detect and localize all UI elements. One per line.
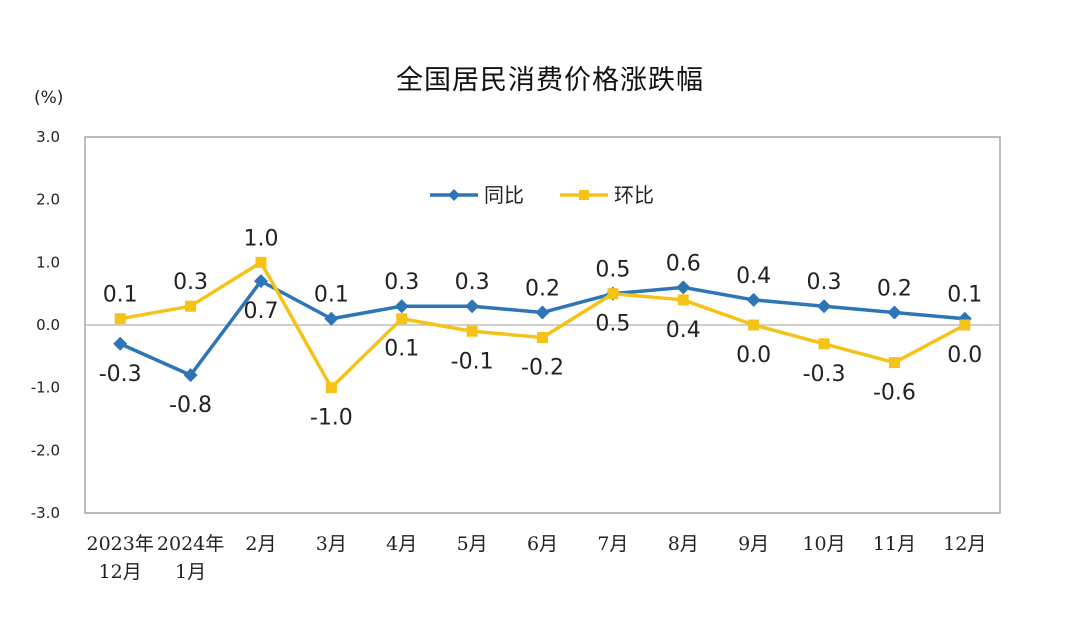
data-label: -0.2 [521, 356, 564, 381]
data-point-marker [888, 357, 900, 369]
data-label: 0.2 [877, 276, 912, 301]
data-label: 0.5 [595, 312, 630, 337]
data-label: 0.3 [455, 270, 490, 295]
data-point-marker [183, 368, 198, 383]
x-tick-label: 2024年 [157, 533, 224, 555]
series-layer [113, 256, 972, 394]
x-tick-label: 2月 [245, 533, 276, 555]
data-point-marker [818, 338, 830, 350]
y-tick-label: 3.0 [36, 128, 60, 146]
data-point-marker [114, 313, 126, 325]
data-point-marker [255, 256, 267, 268]
legend: 同比 环比 [430, 183, 654, 207]
y-tick-label: -3.0 [31, 504, 60, 522]
legend-label: 同比 [484, 183, 524, 207]
y-axis-unit: (%) [34, 88, 64, 108]
data-point-marker [887, 305, 902, 320]
data-label: -0.3 [99, 362, 142, 387]
data-label: -0.8 [169, 393, 212, 418]
data-label: 0.5 [595, 258, 630, 283]
x-tick-label: 5月 [457, 533, 488, 555]
x-tick-label: 2023年 [87, 533, 154, 555]
data-point-marker [537, 332, 548, 344]
data-label: 0.6 [666, 251, 701, 276]
data-point-marker [817, 299, 832, 314]
data-label: 0.1 [947, 283, 982, 308]
data-point-marker [535, 305, 550, 320]
x-tick-label: 7月 [597, 533, 628, 555]
data-label: 0.0 [736, 343, 771, 368]
data-point-marker [185, 300, 197, 312]
data-label: 0.3 [807, 270, 842, 295]
data-point-marker [959, 319, 971, 331]
x-tick-label: 10月 [802, 533, 845, 555]
x-tick-label: 8月 [668, 533, 699, 555]
data-label: 0.3 [173, 270, 208, 295]
data-point-marker [677, 294, 689, 306]
legend-marker-square [579, 190, 589, 200]
data-label: 0.1 [314, 283, 349, 308]
x-tick-label: 4月 [386, 533, 417, 555]
y-tick-label: -1.0 [31, 379, 60, 397]
x-tick-label: 12月 [943, 533, 986, 555]
data-point-marker [113, 336, 128, 351]
y-axis: 3.0 2.0 1.0 0.0 -1.0 -2.0 -3.0 [31, 128, 60, 522]
data-label: 1.0 [243, 226, 278, 251]
data-point-marker [324, 311, 339, 326]
x-tick-label: 3月 [316, 533, 347, 555]
data-point-marker [746, 292, 761, 307]
data-point-marker [325, 382, 337, 394]
x-tick-label: 12月 [99, 561, 142, 583]
data-label: 0.4 [736, 264, 771, 289]
data-point-marker [607, 288, 619, 300]
data-point-marker [394, 299, 409, 314]
x-tick-label: 11月 [873, 533, 916, 555]
data-label: -0.3 [803, 362, 846, 387]
data-labels: -0.3 0.1 -0.8 0.3 0.7 1.0 0.1 -1.0 0.3 0.1 0.3 -0.1… [99, 226, 983, 430]
data-point-marker [253, 274, 268, 289]
data-label: -1.0 [310, 406, 353, 431]
data-label: 0.1 [384, 337, 419, 362]
legend-marker-diamond [448, 189, 460, 201]
data-label: 0.7 [243, 299, 278, 324]
y-tick-label: -2.0 [31, 441, 60, 459]
data-point-marker [748, 319, 760, 331]
data-label: 0.2 [525, 276, 560, 301]
legend-label: 环比 [614, 183, 654, 207]
y-tick-label: 2.0 [36, 191, 60, 209]
x-tick-label: 1月 [175, 561, 206, 583]
data-label: -0.6 [873, 381, 916, 406]
data-point-marker [676, 280, 691, 295]
data-label: 0.1 [103, 283, 138, 308]
data-label: -0.1 [451, 349, 494, 374]
data-point-marker [396, 313, 408, 325]
data-label: 0.3 [384, 270, 419, 295]
data-label: 0.4 [666, 318, 701, 343]
data-point-marker [465, 299, 480, 314]
x-axis: 2023年 12月 2024年 1月 2月 3月 4月 5月 6月 7月 8月 9月 10月 11月 12月 [87, 533, 987, 583]
data-point-marker [466, 325, 478, 337]
chart-title: 全国居民消费价格涨跌幅 [396, 65, 704, 96]
x-tick-label: 6月 [527, 533, 558, 555]
y-tick-label: 1.0 [36, 253, 60, 271]
y-tick-label: 0.0 [36, 316, 60, 334]
data-label: 0.0 [947, 343, 982, 368]
x-tick-label: 9月 [738, 533, 769, 555]
